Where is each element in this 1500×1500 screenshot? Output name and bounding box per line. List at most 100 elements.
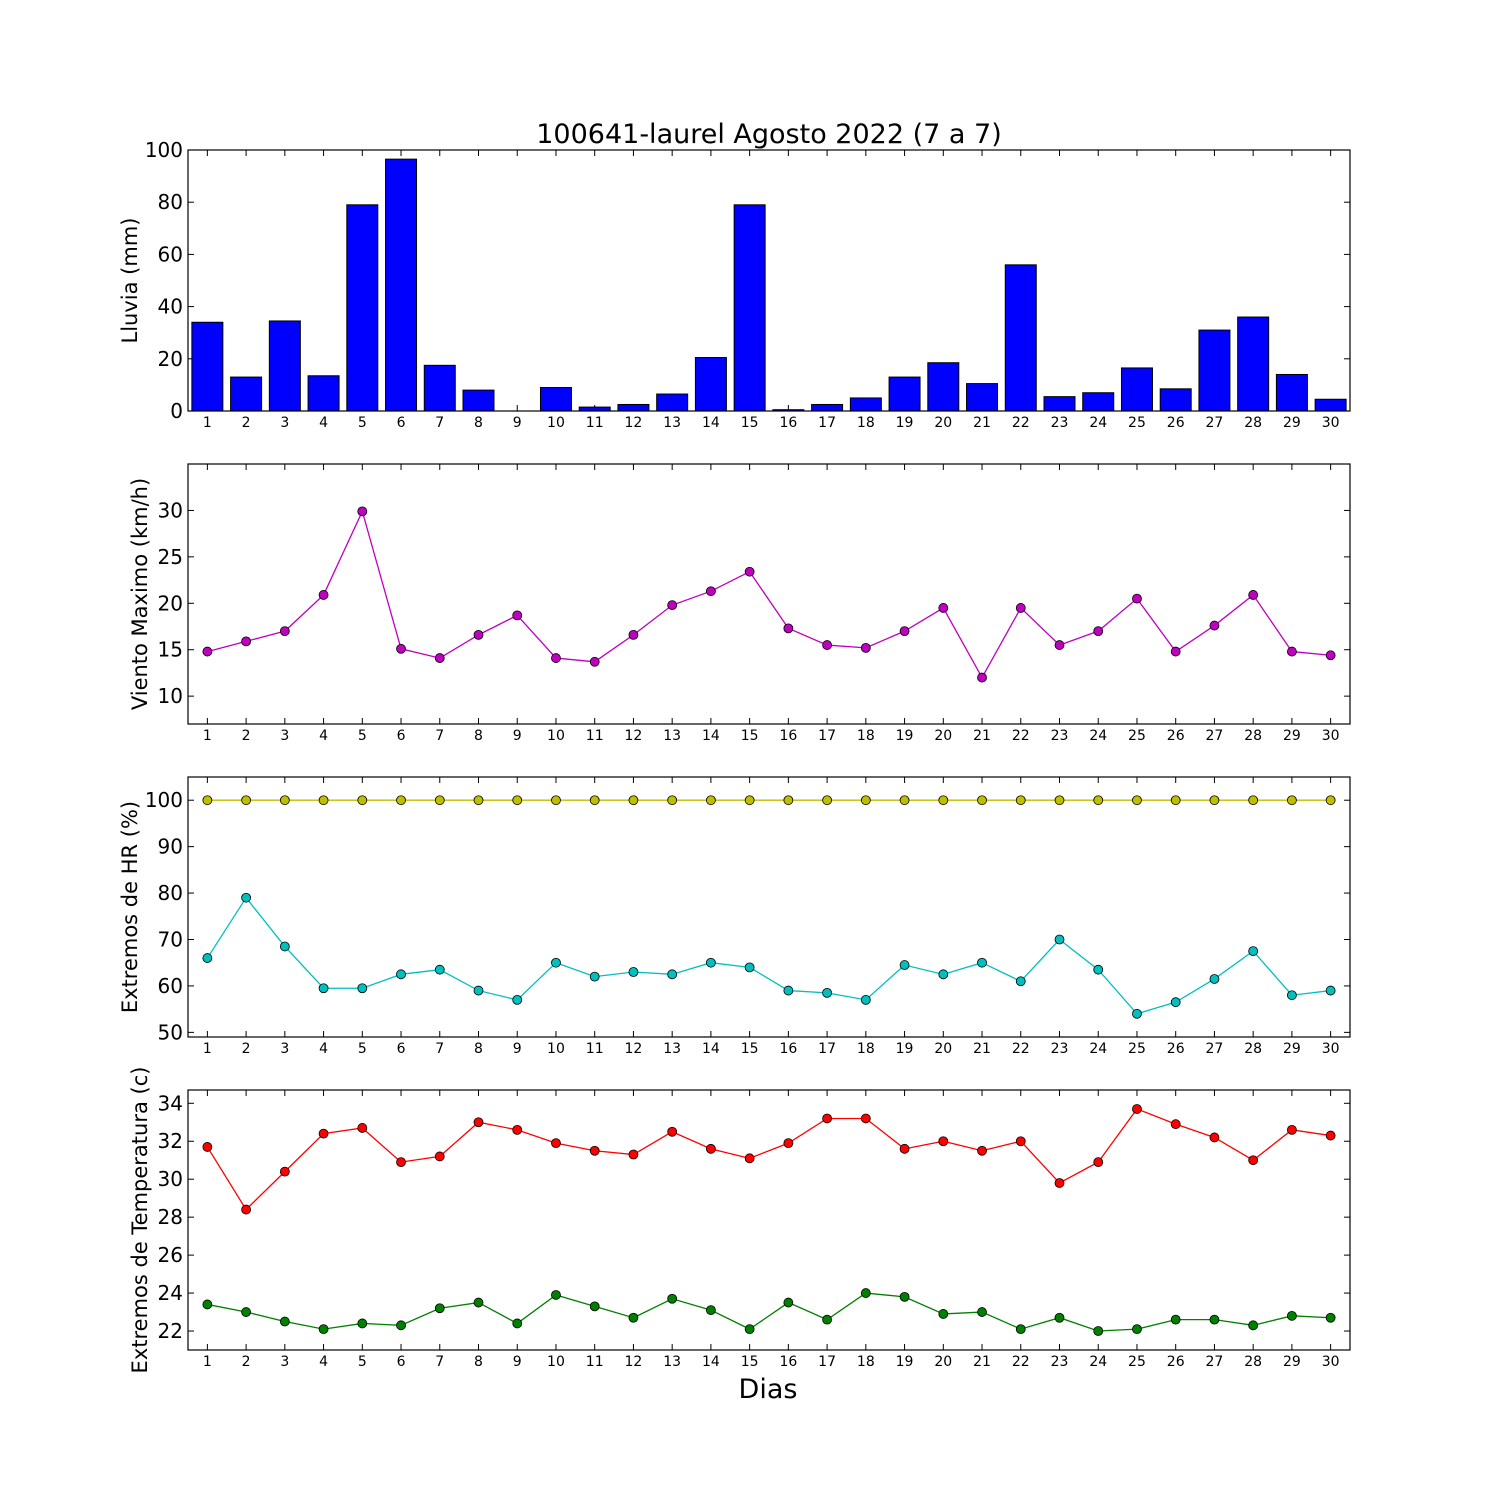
humidity-xtick-label: 13: [663, 1041, 681, 1057]
wind-xtick-label: 12: [625, 728, 643, 744]
rain-xtick-label: 15: [741, 415, 759, 431]
wind-xtick-label: 29: [1283, 728, 1301, 744]
rain-xtick-label: 20: [934, 415, 952, 431]
rain-xtick-label: 25: [1128, 415, 1146, 431]
rain-xtick-label: 22: [1012, 415, 1030, 431]
humidity-xtick-label: 2: [242, 1041, 251, 1057]
wind-series-0-point: [279, 626, 290, 637]
wind-xtick-label: 11: [586, 728, 604, 744]
humidity-series-1-point: [202, 953, 213, 963]
wind-series-0-point: [977, 672, 987, 683]
temperature-series-0-point: [1209, 1132, 1220, 1143]
temperature-xtick-label: 1: [203, 1354, 212, 1370]
wind-ylabel: Viento Maximo (km/h): [128, 478, 152, 710]
humidity-series-0-point: [1093, 795, 1104, 806]
rain-bar: [462, 389, 495, 412]
rain-xtick-label: 24: [1089, 415, 1107, 431]
humidity-series-1-point: [1132, 1008, 1142, 1019]
humidity-series-1-point: [744, 962, 755, 973]
humidity-xtick-label: 6: [397, 1041, 406, 1057]
temperature-series-1-point: [279, 1316, 290, 1327]
humidity-series-1-point: [899, 960, 910, 970]
humidity-series-0-point: [202, 795, 213, 806]
humidity-xtick-label: 8: [474, 1041, 483, 1057]
humidity-xtick-label: 20: [934, 1041, 952, 1057]
rain-xtick-label: 1: [203, 415, 212, 431]
temperature-series-0-point: [899, 1143, 910, 1154]
temperature-xtick-label: 8: [474, 1354, 483, 1370]
temperature-xtick-label: 13: [663, 1354, 681, 1370]
humidity-series-0-point: [860, 795, 871, 806]
temperature-ylabel: Extremos de Temperatura (c): [128, 1067, 152, 1374]
rain-xtick-label: 28: [1244, 415, 1262, 431]
temperature-xtick-label: 3: [280, 1354, 289, 1370]
humidity-series-1-point: [783, 985, 794, 996]
humidity-ytick-label: 80: [158, 881, 183, 905]
temperature-series-1-point: [1325, 1312, 1336, 1323]
rain-bar: [656, 393, 689, 412]
temperature-series-0-point: [744, 1153, 755, 1164]
rain-bar: [927, 362, 960, 412]
temperature-series-1-point: [1209, 1314, 1220, 1325]
rain-bar: [694, 356, 727, 412]
temperature-xtick-label: 27: [1206, 1354, 1224, 1370]
temperature-xtick-label: 12: [625, 1354, 643, 1370]
rain-bar: [230, 376, 263, 412]
humidity-series-0-point: [434, 795, 445, 806]
rain-ytick-label: 60: [158, 242, 183, 266]
rain-bar: [966, 383, 999, 412]
rain-xtick-label: 17: [818, 415, 836, 431]
humidity-xtick-label: 25: [1128, 1041, 1146, 1057]
humidity-series-0-point: [744, 795, 755, 806]
humidity-series-1-point: [318, 983, 329, 994]
temperature-series-0-point: [202, 1142, 213, 1152]
wind-series-0-point: [357, 506, 368, 517]
temperature-xtick-label: 20: [934, 1354, 952, 1370]
temperature-xtick-label: 18: [857, 1354, 875, 1370]
wind-xtick-label: 16: [779, 728, 797, 744]
temperature-series-0-point: [628, 1149, 639, 1160]
temperature-series-1-point: [860, 1288, 871, 1298]
humidity-axes-frame: [187, 776, 1351, 1038]
humidity-series-0-point: [551, 795, 561, 806]
temperature-series-0-point: [551, 1138, 561, 1149]
rain-xtick-label: 4: [319, 415, 328, 431]
wind-ytick-label: 25: [158, 545, 183, 569]
temperature-xtick-label: 23: [1051, 1354, 1069, 1370]
wind-series-0-point: [551, 653, 561, 663]
wind-xtick-label: 24: [1089, 728, 1107, 744]
humidity-xtick-label: 19: [896, 1041, 914, 1057]
wind-xtick-label: 8: [474, 728, 483, 744]
temperature-xtick-label: 6: [397, 1354, 406, 1370]
humidity-series-1-point: [1015, 976, 1026, 987]
wind-xtick-label: 26: [1167, 728, 1185, 744]
humidity-xtick-label: 28: [1244, 1041, 1262, 1057]
rain-bar: [811, 403, 844, 412]
rain-bar: [888, 376, 921, 412]
temperature-series-1-point: [1287, 1310, 1297, 1321]
humidity-xtick-label: 22: [1012, 1041, 1030, 1057]
temperature-xtick-label: 11: [586, 1354, 604, 1370]
wind-series-0-point: [1209, 620, 1220, 631]
temperature-series-1-point: [822, 1314, 832, 1325]
temperature-xtick-label: 21: [973, 1354, 991, 1370]
humidity-series-1-point: [473, 985, 484, 996]
wind-xtick-label: 20: [934, 728, 952, 744]
humidity-series-0-point: [938, 795, 949, 806]
rain-xtick-label: 6: [397, 415, 406, 431]
humidity-xtick-label: 1: [203, 1041, 212, 1057]
wind-series-0-point: [1015, 603, 1026, 613]
rain-xtick-label: 5: [358, 415, 367, 431]
humidity-ytick-label: 50: [158, 1020, 183, 1044]
wind-series-0-point: [899, 626, 910, 637]
rain-xtick-label: 21: [973, 415, 991, 431]
humidity-xtick-label: 21: [973, 1041, 991, 1057]
humidity-xtick-label: 10: [547, 1041, 565, 1057]
wind-series-0-point: [628, 629, 639, 640]
temperature-xtick-label: 25: [1128, 1354, 1146, 1370]
humidity-series-0-point: [1287, 795, 1297, 806]
wind-ytick-label: 15: [158, 638, 183, 662]
rain-bar: [1275, 373, 1308, 412]
temperature-ytick-label: 30: [158, 1167, 183, 1191]
temperature-series-0-point: [318, 1128, 329, 1139]
